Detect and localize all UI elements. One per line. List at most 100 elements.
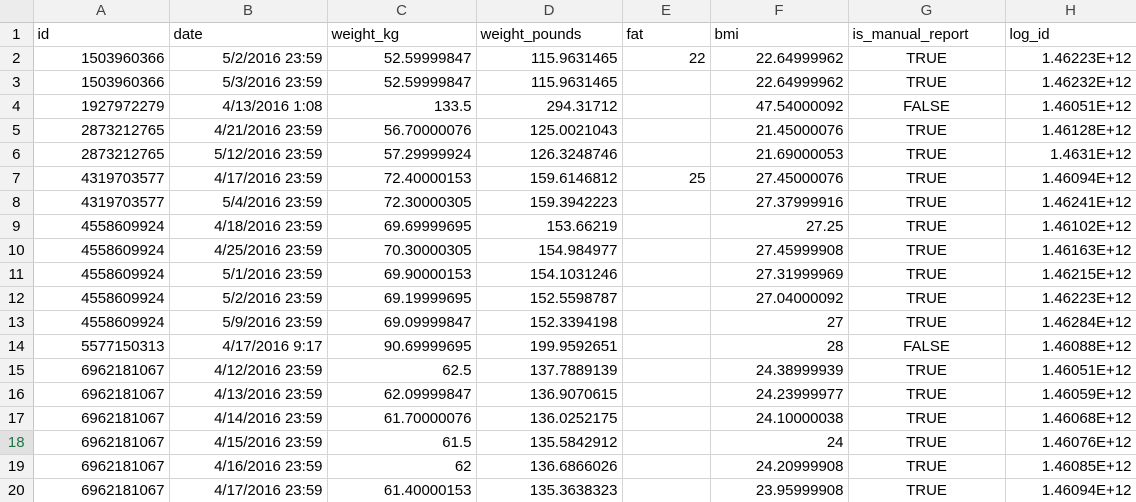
data-cell[interactable]: 6962181067 — [33, 454, 170, 479]
data-cell[interactable]: 1.46163E+12 — [1005, 238, 1136, 263]
data-cell[interactable]: 61.70000076 — [327, 406, 477, 431]
row-number[interactable]: 5 — [0, 118, 34, 143]
data-cell[interactable]: 5/2/2016 23:59 — [169, 46, 328, 71]
data-cell[interactable]: 23.95999908 — [710, 478, 849, 502]
data-cell[interactable]: 4/17/2016 23:59 — [169, 166, 328, 191]
data-cell[interactable] — [622, 406, 711, 431]
data-cell[interactable] — [622, 286, 711, 311]
data-cell[interactable]: 1.46094E+12 — [1005, 166, 1136, 191]
data-cell[interactable]: 4/16/2016 23:59 — [169, 454, 328, 479]
header-cell[interactable]: date — [169, 22, 328, 47]
data-cell[interactable]: TRUE — [848, 166, 1006, 191]
data-cell[interactable]: TRUE — [848, 118, 1006, 143]
row-number[interactable]: 4 — [0, 94, 34, 119]
data-cell[interactable]: 4/13/2016 23:59 — [169, 382, 328, 407]
row-number[interactable]: 6 — [0, 142, 34, 167]
data-cell[interactable]: 6962181067 — [33, 358, 170, 383]
data-cell[interactable]: 6962181067 — [33, 430, 170, 455]
data-cell[interactable]: TRUE — [848, 406, 1006, 431]
data-cell[interactable]: 136.0252175 — [476, 406, 623, 431]
data-cell[interactable]: 154.1031246 — [476, 262, 623, 287]
data-cell[interactable]: 56.70000076 — [327, 118, 477, 143]
data-cell[interactable]: 1.46076E+12 — [1005, 430, 1136, 455]
data-cell[interactable]: 135.3638323 — [476, 478, 623, 502]
data-cell[interactable]: 1.46068E+12 — [1005, 406, 1136, 431]
data-cell[interactable]: 1.46241E+12 — [1005, 190, 1136, 215]
data-cell[interactable]: TRUE — [848, 430, 1006, 455]
data-cell[interactable]: 4558609924 — [33, 262, 170, 287]
data-cell[interactable]: 1.46232E+12 — [1005, 70, 1136, 95]
data-cell[interactable]: 5/3/2016 23:59 — [169, 70, 328, 95]
data-cell[interactable]: 52.59999847 — [327, 70, 477, 95]
data-cell[interactable]: 1.46128E+12 — [1005, 118, 1136, 143]
data-cell[interactable]: 27 — [710, 310, 849, 335]
data-cell[interactable]: 5/12/2016 23:59 — [169, 142, 328, 167]
data-cell[interactable]: TRUE — [848, 286, 1006, 311]
data-cell[interactable]: 126.3248746 — [476, 142, 623, 167]
data-cell[interactable]: 62.09999847 — [327, 382, 477, 407]
data-cell[interactable]: TRUE — [848, 46, 1006, 71]
data-cell[interactable]: 1.46284E+12 — [1005, 310, 1136, 335]
data-cell[interactable]: 137.7889139 — [476, 358, 623, 383]
row-number[interactable]: 10 — [0, 238, 34, 263]
data-cell[interactable]: 70.30000305 — [327, 238, 477, 263]
data-cell[interactable]: 24.38999939 — [710, 358, 849, 383]
data-cell[interactable]: 4558609924 — [33, 238, 170, 263]
data-cell[interactable]: 1.46051E+12 — [1005, 358, 1136, 383]
data-cell[interactable]: 57.29999924 — [327, 142, 477, 167]
data-cell[interactable]: 115.9631465 — [476, 46, 623, 71]
data-cell[interactable]: 22.64999962 — [710, 46, 849, 71]
data-cell[interactable]: 4319703577 — [33, 190, 170, 215]
data-cell[interactable]: 6962181067 — [33, 382, 170, 407]
data-cell[interactable]: 1.46088E+12 — [1005, 334, 1136, 359]
header-cell[interactable]: weight_pounds — [476, 22, 623, 47]
data-cell[interactable]: FALSE — [848, 334, 1006, 359]
data-cell[interactable]: 153.66219 — [476, 214, 623, 239]
data-cell[interactable] — [622, 430, 711, 455]
data-cell[interactable]: 2873212765 — [33, 118, 170, 143]
data-cell[interactable] — [622, 94, 711, 119]
data-cell[interactable]: 24.23999977 — [710, 382, 849, 407]
row-number[interactable]: 19 — [0, 454, 34, 479]
data-cell[interactable]: 27.25 — [710, 214, 849, 239]
column-header-c[interactable]: C — [327, 0, 477, 23]
data-cell[interactable]: 27.04000092 — [710, 286, 849, 311]
data-cell[interactable]: 115.9631465 — [476, 70, 623, 95]
data-cell[interactable]: 21.45000076 — [710, 118, 849, 143]
row-number[interactable]: 15 — [0, 358, 34, 383]
data-cell[interactable]: 1503960366 — [33, 46, 170, 71]
data-cell[interactable] — [622, 118, 711, 143]
data-cell[interactable]: 69.69999695 — [327, 214, 477, 239]
data-cell[interactable] — [622, 358, 711, 383]
row-number[interactable]: 14 — [0, 334, 34, 359]
data-cell[interactable]: 22.64999962 — [710, 70, 849, 95]
data-cell[interactable]: 152.3394198 — [476, 310, 623, 335]
data-cell[interactable]: 24.20999908 — [710, 454, 849, 479]
data-cell[interactable]: 62 — [327, 454, 477, 479]
data-cell[interactable]: 159.3942223 — [476, 190, 623, 215]
data-cell[interactable] — [622, 190, 711, 215]
data-cell[interactable] — [622, 70, 711, 95]
data-cell[interactable]: 24 — [710, 430, 849, 455]
row-number[interactable]: 9 — [0, 214, 34, 239]
data-cell[interactable]: FALSE — [848, 94, 1006, 119]
data-cell[interactable]: 1.46051E+12 — [1005, 94, 1136, 119]
data-cell[interactable]: 2873212765 — [33, 142, 170, 167]
data-cell[interactable]: 4/17/2016 23:59 — [169, 478, 328, 502]
column-header-g[interactable]: G — [848, 0, 1006, 23]
column-header-h[interactable]: H — [1005, 0, 1136, 23]
data-cell[interactable] — [622, 334, 711, 359]
data-cell[interactable] — [622, 454, 711, 479]
column-header-f[interactable]: F — [710, 0, 849, 23]
header-cell[interactable]: id — [33, 22, 170, 47]
data-cell[interactable]: TRUE — [848, 190, 1006, 215]
data-cell[interactable]: 28 — [710, 334, 849, 359]
row-number[interactable]: 11 — [0, 262, 34, 287]
data-cell[interactable]: 4558609924 — [33, 214, 170, 239]
data-cell[interactable]: 1.46223E+12 — [1005, 286, 1136, 311]
row-number[interactable]: 3 — [0, 70, 34, 95]
data-cell[interactable]: 5/9/2016 23:59 — [169, 310, 328, 335]
data-cell[interactable]: TRUE — [848, 382, 1006, 407]
data-cell[interactable]: 4/18/2016 23:59 — [169, 214, 328, 239]
data-cell[interactable]: 61.40000153 — [327, 478, 477, 502]
